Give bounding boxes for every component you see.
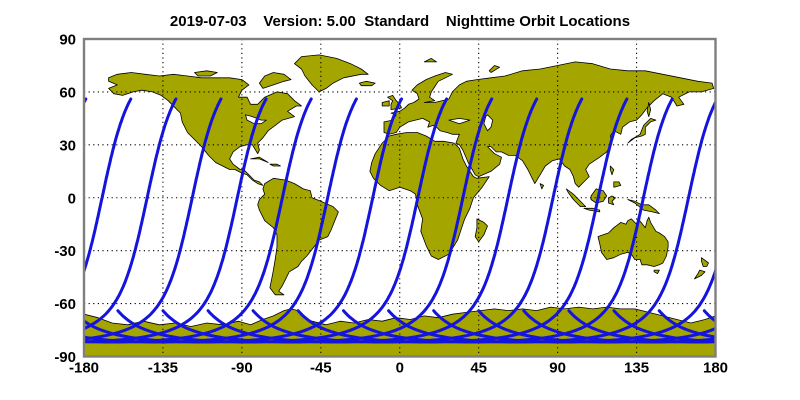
landmass-victoria-island <box>194 70 218 77</box>
landmass-baffin-island <box>259 72 292 89</box>
landmass-new-guinea <box>627 199 660 214</box>
orbit-track <box>387 99 716 344</box>
orbit-track <box>84 97 133 276</box>
landmass-madagascar <box>474 218 488 243</box>
landmass-mindanao <box>613 181 622 188</box>
x-tick-label: 45 <box>470 360 487 377</box>
x-tick-label: 180 <box>703 360 728 377</box>
x-tick-label: 90 <box>549 360 566 377</box>
landmass-svalbard <box>423 58 437 63</box>
y-tick-label: 90 <box>59 32 76 49</box>
x-tick-label: -45 <box>310 360 332 377</box>
y-tick-label: -30 <box>54 243 76 260</box>
landmass-sumatra <box>566 188 587 207</box>
y-tick-label: -60 <box>54 296 76 313</box>
map-layer <box>84 54 716 357</box>
y-tick-label: 30 <box>59 137 76 154</box>
landmass-north-america <box>108 72 302 186</box>
y-tick-label: 60 <box>59 84 76 101</box>
orbit-track <box>342 97 674 344</box>
landmass-sakhalin <box>646 102 651 117</box>
landmass-iceland <box>359 80 376 87</box>
landmass-sri-lanka <box>539 183 544 190</box>
landmass-new-zealand-south <box>694 269 706 280</box>
orbit-track <box>657 309 716 339</box>
landmass-java <box>583 207 601 213</box>
landmass-hispaniola <box>269 163 281 167</box>
orbit-track <box>84 97 178 331</box>
lake-caspian-sea <box>483 114 494 132</box>
landmass-japan <box>627 118 657 144</box>
orbit-track <box>84 97 223 341</box>
landmass-ireland <box>381 100 390 107</box>
landmass-new-zealand-north <box>701 257 709 267</box>
plot-frame <box>82 37 717 358</box>
landmass-greenland <box>294 54 369 93</box>
landmass-tasmania <box>653 269 660 274</box>
lake-black-sea <box>448 118 471 125</box>
x-tick-label: -135 <box>148 360 178 377</box>
landmass-novaya-zemlya <box>488 65 501 73</box>
orbit-track <box>702 309 716 323</box>
landmass-luzon <box>609 165 615 176</box>
landmass-south-america <box>257 177 339 296</box>
orbit-track-layer <box>84 97 716 344</box>
y-tick-label: -90 <box>54 349 76 366</box>
x-tick-label: 0 <box>396 360 404 377</box>
y-tick-label: 0 <box>68 190 76 207</box>
x-tick-label: 135 <box>624 360 649 377</box>
x-tick-label: -90 <box>231 360 253 377</box>
landmass-cuba <box>250 156 269 163</box>
x-tick-label: -180 <box>69 360 99 377</box>
chart-title: 2019-07-03 Version: 5.00 Standard Nightt… <box>169 13 631 30</box>
